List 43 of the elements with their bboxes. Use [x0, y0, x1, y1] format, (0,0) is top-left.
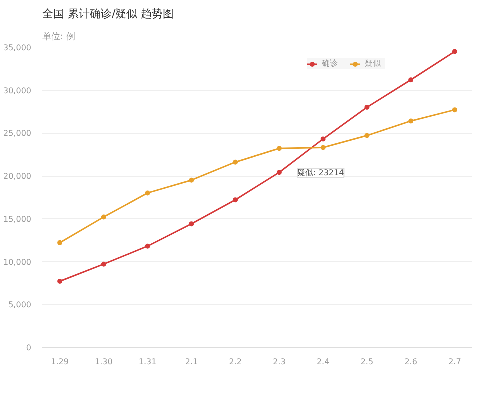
point — [408, 78, 414, 83]
point — [452, 108, 458, 113]
y-tick-label: 10,000 — [4, 258, 32, 267]
point — [408, 118, 414, 124]
x-tick-label: 1.29 — [51, 358, 69, 366]
point — [58, 279, 63, 284]
point — [101, 214, 106, 220]
point — [189, 222, 194, 227]
chart-subtitle: 单位: 例 — [42, 32, 76, 42]
point — [145, 244, 150, 249]
point — [320, 136, 326, 142]
point — [233, 198, 238, 203]
legend-label: 确诊 — [322, 58, 339, 69]
x-tick-label: 2.7 — [448, 358, 462, 366]
y-tick-label: 25,000 — [4, 129, 32, 138]
x-tick-label: 2.2 — [229, 358, 242, 366]
chart-title: 全国 累计确诊/疑似 趋势图 — [42, 8, 174, 20]
x-tick-label: 2.1 — [185, 358, 198, 366]
x-tick-label: 1.31 — [138, 358, 157, 366]
x-tick-label: 2.5 — [360, 358, 374, 366]
y-tick-label: 0 — [26, 344, 32, 352]
y-tick-label: 20,000 — [4, 172, 32, 182]
y-tick-label: 5,000 — [8, 300, 32, 310]
point — [276, 146, 282, 152]
point — [364, 105, 370, 110]
x-tick-label: 2.4 — [316, 358, 330, 366]
point — [452, 49, 458, 54]
x-tick-label: 1.30 — [95, 358, 113, 366]
annotation: 疑似: 23214 — [298, 168, 344, 178]
y-tick-label: 35,000 — [4, 44, 32, 52]
legend-label: 疑似 — [365, 58, 382, 69]
point — [320, 145, 326, 150]
point — [101, 262, 106, 267]
point — [276, 170, 282, 176]
x-tick-label: 2.3 — [273, 358, 286, 366]
point — [189, 178, 194, 183]
y-tick-label: 30,000 — [4, 86, 32, 96]
point — [233, 160, 238, 165]
y-tick-label: 15,000 — [4, 214, 32, 224]
x-tick-label: 2.6 — [404, 358, 418, 366]
point — [364, 133, 370, 138]
point — [145, 190, 150, 196]
point — [58, 240, 63, 246]
